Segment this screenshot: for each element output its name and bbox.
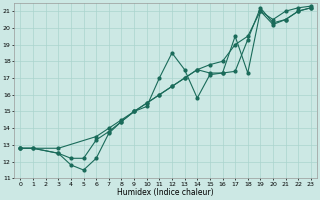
X-axis label: Humidex (Indice chaleur): Humidex (Indice chaleur)	[117, 188, 214, 197]
